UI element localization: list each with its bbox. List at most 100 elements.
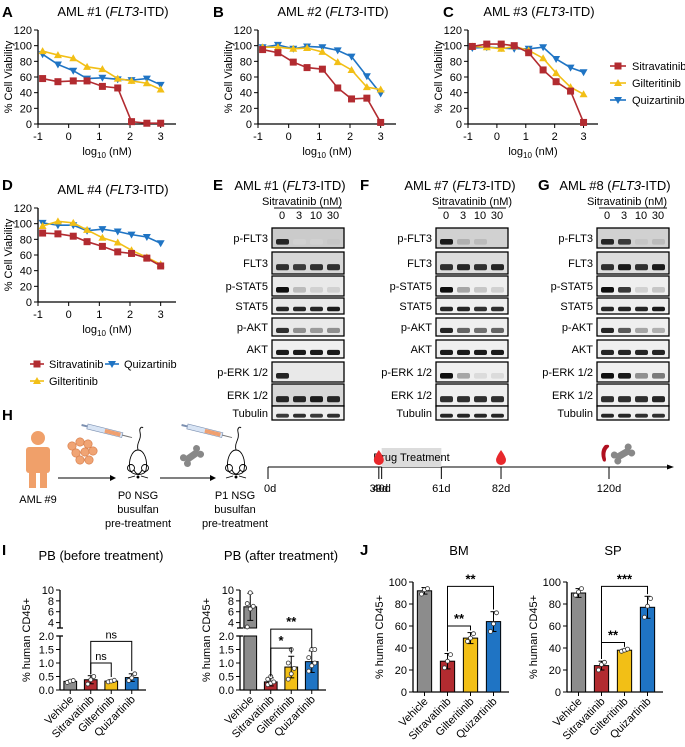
cell <box>84 455 94 465</box>
data-point-sitravatinib <box>114 84 122 92</box>
legend-label-sitravatinib: Sitravatinib <box>632 61 685 73</box>
blot-band <box>491 239 504 245</box>
blot-band <box>276 413 289 418</box>
protein-label: FLT3 <box>568 258 593 270</box>
protein-label: p-ERK 1/2 <box>217 367 268 379</box>
blot-band <box>440 396 453 403</box>
blot-band <box>440 349 453 355</box>
drug-treatment-box <box>381 448 442 467</box>
y-tick-label: 100 <box>543 577 561 589</box>
y-tick-label: 20 <box>20 103 32 115</box>
data-point-quizartinib <box>98 226 107 234</box>
chart-title: PB (after treatment) <box>224 548 338 563</box>
blot-band <box>440 306 453 312</box>
syringe-plunger <box>181 424 188 428</box>
blot-band <box>635 287 648 293</box>
western-blots: AML #1 (FLT3-ITD)Sitravatinib (nM)0 3 10 30… <box>217 178 671 421</box>
data-point-sitravatinib <box>525 49 533 57</box>
blot-band <box>618 327 631 333</box>
blot-band <box>601 239 614 245</box>
blot-band <box>327 306 340 312</box>
blot-strip <box>435 361 509 383</box>
x-tick-label: 1 <box>523 131 529 143</box>
syringe-icon <box>181 423 233 439</box>
blot-band <box>601 264 614 271</box>
x-label-sub: 10 <box>317 151 326 160</box>
y-tick-label: 6 <box>48 607 54 619</box>
title-part: AML #1 ( <box>234 178 287 193</box>
protein-label: FLT3 <box>243 258 268 270</box>
protein-label: p-ERK 1/2 <box>542 367 593 379</box>
blot-band <box>457 306 470 312</box>
protein-label: AKT <box>411 344 433 356</box>
title-part: -ITD) <box>316 178 346 193</box>
x-tick-label: 1 <box>316 131 322 143</box>
data-point <box>596 667 601 673</box>
western-blot-e: AML #1 (FLT3-ITD)Sitravatinib (nM)0 3 10 30… <box>217 178 346 421</box>
data-point <box>648 596 653 601</box>
y-tick-label: 2.0 <box>219 631 234 643</box>
data-point <box>312 647 318 652</box>
bar-gilteritinib <box>462 637 479 693</box>
y-tick-label: 40 <box>240 88 252 100</box>
data-point <box>306 668 312 674</box>
x-tick-label: 3 <box>158 309 164 321</box>
syringe-fill <box>204 428 221 437</box>
blot-strip <box>271 251 345 275</box>
blot-band <box>310 306 323 312</box>
x-tick-label: -1 <box>253 131 263 143</box>
blot-band <box>310 264 323 271</box>
bone-knob <box>628 449 636 457</box>
bone-knob <box>624 443 632 451</box>
blot-band <box>457 327 470 333</box>
protein-label: p-AKT <box>237 322 268 334</box>
blot-band <box>310 413 323 418</box>
x-tick-label: 1 <box>96 131 102 143</box>
cell <box>83 439 93 449</box>
bar-quizartinib <box>639 606 656 693</box>
x-label-sub: 10 <box>97 151 106 160</box>
data-point <box>471 631 476 637</box>
x-label-part: (nM) <box>106 146 132 158</box>
dose-label: 30 <box>327 210 339 222</box>
legend-label-quizartinib: Quizartinib <box>124 359 177 371</box>
title-part: AML #8 ( <box>559 178 612 193</box>
data-point-sitravatinib <box>83 238 91 246</box>
blot-strip <box>435 297 509 315</box>
blot-strip <box>271 361 345 383</box>
data-point-gilteritinib <box>53 217 62 225</box>
syringe-icon <box>81 423 133 439</box>
y-tick-label: 6 <box>228 607 234 619</box>
blot-band <box>293 306 306 312</box>
y-tick-label: 0.5 <box>39 672 54 684</box>
blot-strip <box>271 297 345 315</box>
data-point <box>126 678 132 683</box>
y-axis-label: % human CD45+ <box>528 595 540 679</box>
mouse-nose <box>136 475 140 479</box>
x-tick-label: 3 <box>378 131 384 143</box>
blot-band <box>440 239 453 245</box>
syringe-needle <box>122 434 133 439</box>
data-point-quizartinib <box>362 73 371 81</box>
title-part: FLT3 <box>536 4 566 19</box>
y-tick-label: 40 <box>20 88 32 100</box>
panel-letter-e: E <box>213 177 223 194</box>
blot-band <box>474 327 487 333</box>
blot-band <box>293 239 306 245</box>
title-part: AML #1 ( <box>57 4 110 19</box>
blot-band <box>457 264 470 271</box>
dose-label: 3 <box>296 210 302 222</box>
bone-knob <box>183 459 191 467</box>
y-tick-label: 1.5 <box>219 645 234 657</box>
cell <box>75 455 85 465</box>
data-point-quizartinib <box>552 55 561 63</box>
data-point-gilteritinib <box>69 218 78 226</box>
protein-label: p-AKT <box>562 322 593 334</box>
y-tick-label: 20 <box>450 103 462 115</box>
data-point <box>265 676 271 682</box>
protein-label: p-STAT5 <box>390 281 432 293</box>
data-point-sitravatinib <box>39 75 47 83</box>
blot-band <box>276 373 289 379</box>
blot-band <box>652 306 665 312</box>
